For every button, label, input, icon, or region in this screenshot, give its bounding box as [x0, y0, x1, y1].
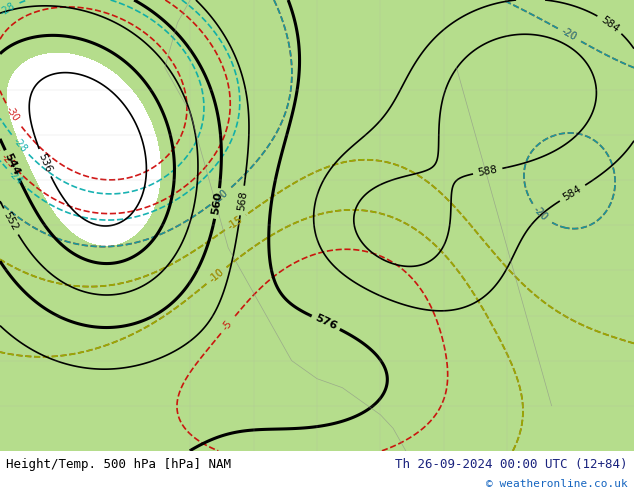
Text: 536: 536: [36, 152, 53, 174]
Text: 560: 560: [210, 191, 224, 216]
Text: -20: -20: [560, 26, 578, 43]
Text: -28: -28: [0, 0, 18, 18]
Text: -24: -24: [6, 169, 25, 187]
Text: -20: -20: [531, 204, 550, 223]
Text: -30: -30: [4, 105, 21, 123]
Text: 588: 588: [477, 165, 498, 178]
Text: -20: -20: [531, 204, 550, 223]
Text: 576: 576: [313, 313, 339, 332]
Text: 568: 568: [236, 190, 249, 211]
Text: -15: -15: [226, 214, 245, 231]
Text: -28: -28: [11, 135, 29, 154]
Text: -20: -20: [211, 188, 230, 206]
Text: -20: -20: [560, 26, 578, 43]
Text: -20: -20: [211, 188, 230, 206]
Text: 584: 584: [562, 184, 583, 202]
Text: 552: 552: [2, 211, 20, 233]
Text: -15: -15: [226, 214, 245, 231]
Text: -10: -10: [207, 267, 226, 285]
Text: 544: 544: [3, 151, 22, 177]
Text: Height/Temp. 500 hPa [hPa] NAM: Height/Temp. 500 hPa [hPa] NAM: [6, 458, 231, 471]
Text: Th 26-09-2024 00:00 UTC (12+84): Th 26-09-2024 00:00 UTC (12+84): [395, 458, 628, 471]
Text: 584: 584: [599, 14, 621, 34]
Text: -10: -10: [207, 267, 226, 285]
Text: -5: -5: [220, 318, 234, 333]
Text: © weatheronline.co.uk: © weatheronline.co.uk: [486, 479, 628, 489]
Text: -25: -25: [0, 151, 18, 170]
